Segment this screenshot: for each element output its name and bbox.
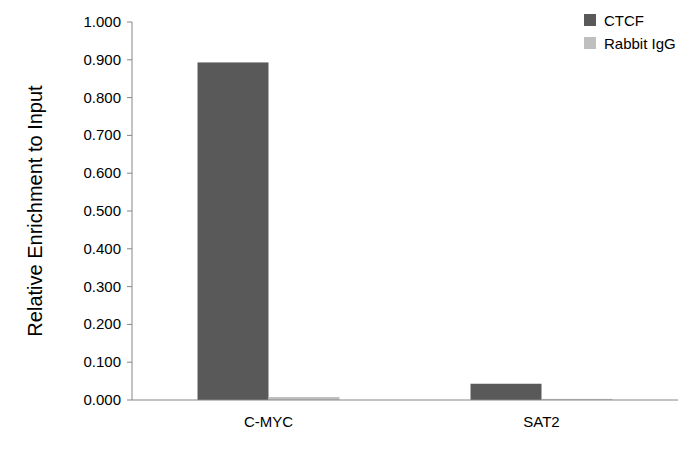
- y-tick: [127, 286, 132, 287]
- y-tick-label: 0.500: [83, 202, 121, 219]
- legend-swatch: [584, 37, 596, 49]
- bar: [198, 62, 269, 400]
- x-tick-label: C-MYC: [244, 413, 293, 430]
- legend-label: CTCF: [604, 12, 644, 29]
- background: [0, 0, 696, 455]
- y-tick: [127, 97, 132, 98]
- y-tick: [127, 22, 132, 23]
- bar: [471, 384, 542, 400]
- y-tick: [127, 324, 132, 325]
- y-tick: [127, 362, 132, 363]
- y-tick: [127, 211, 132, 212]
- bars: [198, 62, 613, 400]
- y-tick-label: 0.800: [83, 89, 121, 106]
- y-tick-label: 0.600: [83, 164, 121, 181]
- y-tick: [127, 173, 132, 174]
- y-tick-label: 1.000: [83, 13, 121, 30]
- y-tick-label: 0.100: [83, 353, 121, 370]
- y-tick-label: 0.700: [83, 126, 121, 143]
- y-axis-label: Relative Enrichment to Input: [24, 85, 46, 337]
- y-tick-label: 0.000: [83, 391, 121, 408]
- x-tick-label: SAT2: [523, 413, 559, 430]
- legend-swatch: [584, 14, 596, 26]
- legend-label: Rabbit IgG: [604, 35, 676, 52]
- y-axis: [132, 22, 133, 400]
- y-tick-label: 0.900: [83, 51, 121, 68]
- y-tick: [127, 59, 132, 60]
- y-tick: [127, 248, 132, 249]
- y-tick: [127, 135, 132, 136]
- y-tick-label: 0.200: [83, 315, 121, 332]
- y-tick: [127, 400, 132, 401]
- y-tick-label: 0.300: [83, 278, 121, 295]
- x-axis: [132, 400, 678, 401]
- y-tick-label: 0.400: [83, 240, 121, 257]
- chart: 0.000 0.100 0.200 0.300 0.400 0.500 0.600 0.700…: [0, 0, 696, 455]
